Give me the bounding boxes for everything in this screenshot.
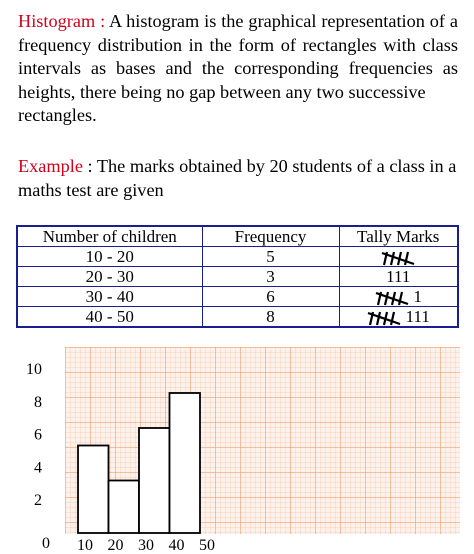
example-separator: : <box>82 156 97 176</box>
cell-frequency: 5 <box>201 245 340 268</box>
definition-separator: : <box>95 11 110 31</box>
table-row: 20 - 30 3 111 <box>16 266 459 288</box>
x-tick-label: 30 <box>138 537 154 554</box>
tally-group-icon <box>367 312 400 326</box>
x-tick-label: 50 <box>199 537 215 554</box>
cell-interval: 10 - 20 <box>16 245 203 268</box>
y-tick-label: 10 <box>26 361 42 378</box>
header-tally-marks: Tally Marks <box>338 225 459 247</box>
origin-label: 0 <box>42 535 50 552</box>
table-row: 40 - 50 8 111 <box>16 306 459 328</box>
histogram-bar <box>138 427 171 534</box>
table-row: 10 - 20 5 <box>16 245 459 268</box>
cell-tally: 1 <box>338 286 459 308</box>
definition-paragraph: Histogram : A histogram is the graphical… <box>18 10 458 128</box>
tally-group-icon <box>375 291 408 306</box>
y-tick-label: 4 <box>34 459 42 476</box>
tally-extra: 111 <box>386 267 411 287</box>
x-tick-label: 20 <box>108 537 124 554</box>
cell-tally <box>338 245 459 268</box>
header-frequency: Frequency <box>201 225 340 247</box>
cell-interval: 20 - 30 <box>16 266 203 288</box>
cell-tally: 111 <box>338 306 459 328</box>
cell-interval: 30 - 40 <box>16 286 203 308</box>
cell-frequency: 6 <box>201 286 340 308</box>
example-term: Example <box>18 156 83 176</box>
cell-interval: 40 - 50 <box>16 306 203 328</box>
cell-frequency: 8 <box>201 306 340 328</box>
table-row: 30 - 40 6 1 <box>16 286 459 308</box>
y-tick-label: 2 <box>34 492 42 509</box>
example-text: The marks obtained by 20 students of a c… <box>18 156 457 200</box>
histogram-bar <box>77 444 110 534</box>
histogram-chart: 10 20 30 40 50 2 4 6 8 10 0 <box>26 347 460 554</box>
histogram-bar <box>107 479 140 534</box>
cell-frequency: 3 <box>201 266 340 288</box>
frequency-table: Number of children Frequency Tally Marks… <box>16 225 459 329</box>
example-paragraph: Example : The marks obtained by 20 stude… <box>18 155 458 202</box>
y-tick-label: 8 <box>34 394 42 411</box>
cell-tally: 111 <box>338 266 459 288</box>
tally-group-icon <box>381 251 415 266</box>
tally-extra: 1 <box>413 287 423 307</box>
definition-text: A histogram is the graphical representat… <box>18 11 458 102</box>
definition-last-line: rectangles. <box>18 105 97 125</box>
y-tick-label: 6 <box>34 427 42 444</box>
table-header-row: Number of children Frequency Tally Marks <box>16 225 459 247</box>
histogram-bar <box>168 392 201 534</box>
x-tick-label: 10 <box>77 537 93 554</box>
header-number-of-children: Number of children <box>16 225 203 247</box>
definition-term: Histogram <box>18 11 96 31</box>
x-tick-label: 40 <box>169 537 185 554</box>
tally-extra: 111 <box>405 307 430 327</box>
